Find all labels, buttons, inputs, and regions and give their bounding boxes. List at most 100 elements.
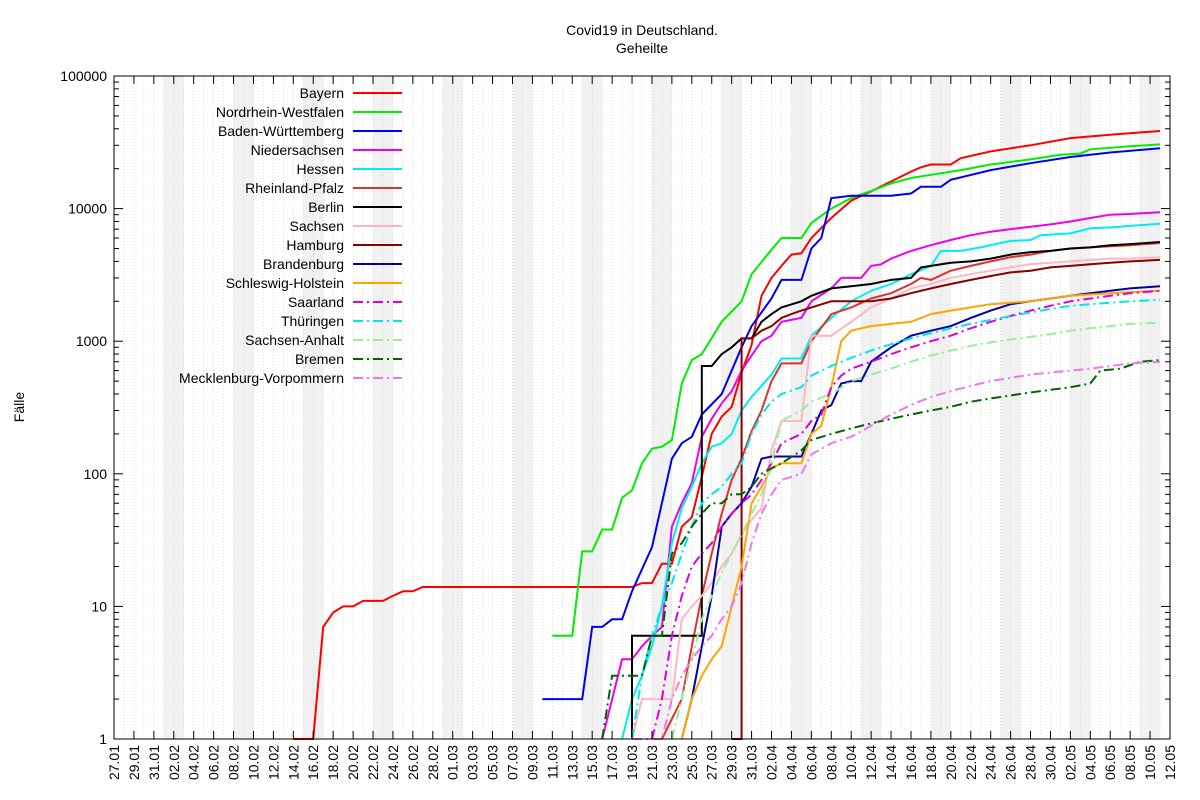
x-tick-label: 06.02 — [206, 745, 222, 780]
series-line — [293, 130, 1161, 740]
weekend-band — [1070, 76, 1091, 739]
x-tick-label: 04.04 — [783, 745, 799, 780]
weekend-band — [163, 76, 184, 739]
legend-label: Brandenburg — [263, 256, 344, 272]
y-tick-label: 10000 — [68, 201, 107, 217]
x-tick-label: 20.04 — [943, 745, 959, 780]
x-tick-label: 22.02 — [365, 745, 381, 780]
x-tick-label: 28.02 — [425, 745, 441, 780]
x-tick-label: 26.04 — [1003, 745, 1019, 780]
x-tick-label: 05.03 — [485, 745, 501, 780]
chart-title: Covid19 in Deutschland. — [566, 22, 718, 38]
legend-label: Hamburg — [286, 237, 344, 253]
x-tick-label: 16.04 — [903, 745, 919, 780]
series-line — [632, 360, 1161, 740]
x-tick-label: 04.02 — [186, 745, 202, 780]
series-line — [631, 241, 1161, 739]
x-tick-label: 23.03 — [664, 745, 680, 780]
chart-subtitle: Geheilte — [616, 40, 668, 56]
plot-frame — [113, 75, 1171, 740]
x-tick-label: 24.02 — [385, 745, 401, 780]
series-line — [601, 359, 1161, 740]
legend-label: Bayern — [300, 85, 344, 101]
x-tick-label: 30.04 — [1042, 745, 1058, 780]
legend-label: Bremen — [295, 351, 344, 367]
legend-label: Schleswig-Holstein — [226, 275, 344, 291]
x-tick-label: 10.04 — [843, 745, 859, 780]
x-tick-label: 27.03 — [704, 745, 720, 780]
x-tick-label: 08.05 — [1122, 745, 1138, 780]
legend-label: Sachsen-Anhalt — [245, 332, 344, 348]
weekend-band — [861, 76, 882, 739]
series-line — [731, 258, 1161, 740]
weekend-band — [582, 76, 603, 739]
x-tick-label: 25.03 — [684, 745, 700, 780]
weekend-band — [791, 76, 812, 739]
x-tick-label: 26.02 — [405, 745, 421, 780]
legend-label: Mecklenburg-Vorpommern — [179, 370, 344, 386]
y-tick-label: 10 — [91, 598, 107, 614]
x-tick-label: 12.02 — [265, 745, 281, 780]
x-tick-label: 29.03 — [724, 745, 740, 780]
x-tick-label: 18.04 — [923, 745, 939, 780]
weekend-band — [303, 76, 324, 739]
weekend-band — [512, 76, 533, 739]
x-tick-label: 10.02 — [245, 745, 261, 780]
legend-label: Nordrhein-Westfalen — [216, 104, 344, 120]
x-tick-label: 02.02 — [166, 745, 182, 780]
series-line — [552, 143, 1161, 637]
series-line — [670, 321, 1161, 740]
x-tick-label: 11.03 — [544, 745, 560, 779]
x-tick-label: 08.02 — [226, 745, 242, 780]
x-tick-label: 21.03 — [644, 745, 660, 780]
legend-label: Niedersachsen — [251, 142, 344, 158]
x-tick-label: 02.04 — [764, 745, 780, 780]
x-tick-label: 04.05 — [1082, 745, 1098, 780]
weekend-band — [233, 76, 254, 739]
legend: Bayern Nordrhein-Westfalen Baden-Württembe… — [179, 85, 402, 386]
legend-label: Berlin — [308, 199, 344, 215]
series-line — [601, 211, 1161, 740]
x-tick-label: 27.01 — [106, 745, 122, 780]
x-tick-label: 12.04 — [863, 745, 879, 780]
x-tick-label: 16.02 — [305, 745, 321, 780]
x-tick-label: 07.03 — [504, 745, 520, 780]
x-tick-label: 01.03 — [445, 745, 461, 780]
series-line — [542, 147, 1161, 701]
x-tick-label: 09.03 — [524, 745, 540, 780]
series-line — [651, 289, 1161, 740]
x-tick-label: 28.04 — [1023, 745, 1039, 780]
series-line — [631, 256, 1161, 740]
x-tick-label: 22.04 — [963, 745, 979, 780]
legend-label: Baden-Württemberg — [218, 123, 344, 139]
y-tick-label: 1000 — [76, 333, 107, 349]
series-lines — [293, 130, 1161, 740]
x-tick-label: 19.03 — [624, 745, 640, 780]
y-tick-label: 100 — [84, 466, 108, 482]
x-tick-label: 20.02 — [345, 745, 361, 780]
y-tick-label: 1 — [99, 731, 107, 747]
x-tick-label: 31.01 — [146, 745, 162, 780]
x-tick-label: 02.05 — [1062, 745, 1078, 780]
legend-label: Rheinland-Pfalz — [245, 180, 344, 196]
x-tick-label: 24.04 — [983, 745, 999, 780]
legend-label: Saarland — [288, 294, 344, 310]
x-axis: 27.01 29.01 31.01 02.02 04.02 06.02 08.02 10.02… — [106, 76, 1178, 780]
legend-label: Sachsen — [290, 218, 344, 234]
y-tick-label: 100000 — [60, 68, 107, 84]
x-tick-label: 06.05 — [1102, 745, 1118, 780]
x-tick-label: 17.03 — [604, 745, 620, 780]
x-tick-label: 03.03 — [465, 745, 481, 780]
x-tick-label: 10.05 — [1142, 745, 1158, 780]
x-tick-label: 08.04 — [823, 745, 839, 780]
x-tick-label: 14.04 — [883, 745, 899, 780]
x-tick-label: 14.02 — [285, 745, 301, 780]
series-line — [631, 298, 1161, 740]
x-tick-label: 29.01 — [126, 745, 142, 780]
x-tick-label: 13.03 — [564, 745, 580, 780]
weekend-band — [442, 76, 463, 739]
x-tick-label: 06.04 — [803, 745, 819, 780]
legend-label: Thüringen — [281, 313, 344, 329]
legend-label: Hessen — [297, 161, 344, 177]
